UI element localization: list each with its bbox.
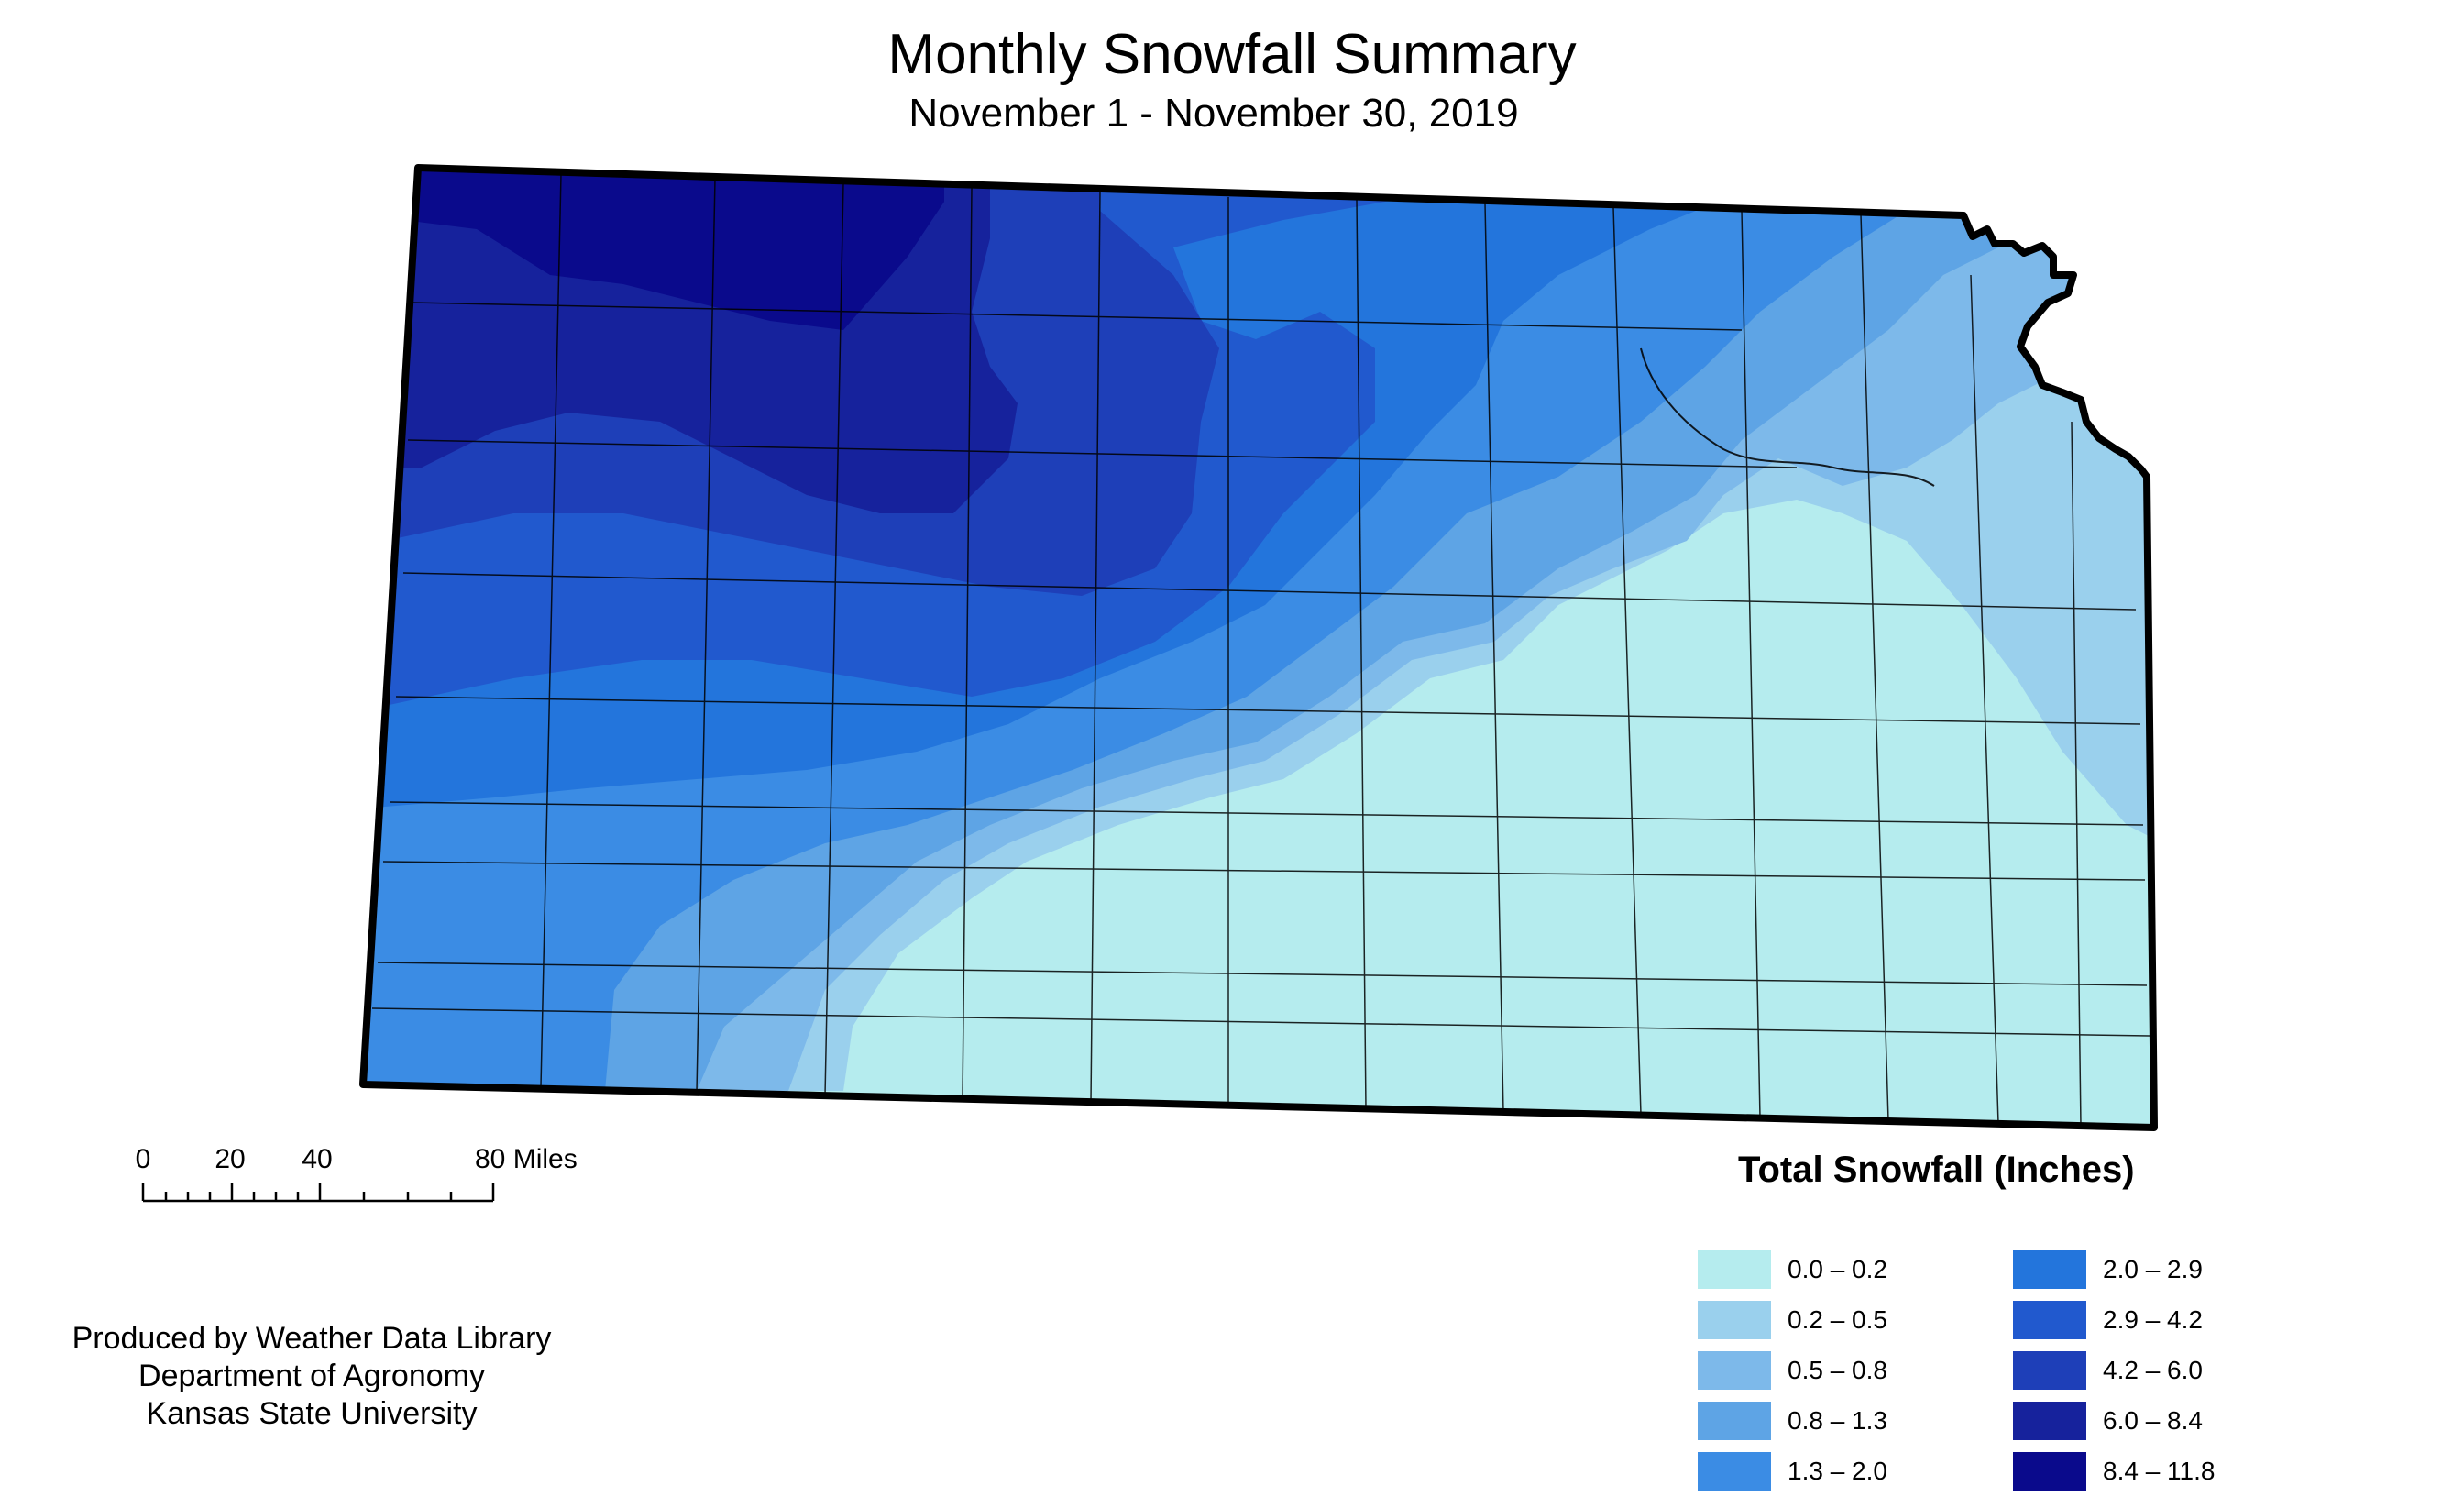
scale-label: 20 <box>214 1144 246 1174</box>
legend-swatch <box>2013 1351 2086 1390</box>
legend-swatch <box>1698 1402 1771 1440</box>
legend-swatch <box>1698 1250 1771 1289</box>
legend-label: 8.4 – 11.8 <box>2103 1457 2216 1485</box>
legend-swatch <box>1698 1351 1771 1390</box>
legend-swatch <box>2013 1452 2086 1490</box>
scale-label: 0 <box>135 1144 151 1174</box>
scale-bar <box>141 1182 495 1203</box>
map-subtitle: November 1 - November 30, 2019 <box>908 91 1519 136</box>
zone-6.0-8.4 <box>363 168 1018 513</box>
legend-label: 4.2 – 6.0 <box>2103 1356 2203 1384</box>
credit-line: Kansas State University <box>146 1396 478 1431</box>
legend-label: 0.0 – 0.2 <box>1788 1255 1887 1283</box>
credits: Produced by Weather Data Library Departm… <box>37 1320 587 1433</box>
legend-label: 0.5 – 0.8 <box>1788 1356 1887 1384</box>
county-boundaries <box>371 173 2150 1127</box>
legend-label: 6.0 – 8.4 <box>2103 1406 2203 1435</box>
legend-swatch <box>2013 1250 2086 1289</box>
scale-label: 80 Miles <box>475 1144 578 1174</box>
credit-line: Produced by Weather Data Library <box>72 1321 552 1356</box>
legend-swatch <box>2013 1402 2086 1440</box>
legend-label: 0.8 – 1.3 <box>1788 1406 1887 1435</box>
legend-label: 2.9 – 4.2 <box>2103 1305 2203 1334</box>
legend-swatch <box>1698 1452 1771 1490</box>
map-title: Monthly Snowfall Summary <box>887 23 1577 86</box>
legend-label: 0.2 – 0.5 <box>1788 1305 1887 1334</box>
legend-label: 2.0 – 2.9 <box>2103 1255 2203 1283</box>
credit-line: Department of Agronomy <box>138 1358 485 1393</box>
legend-label: 1.3 – 2.0 <box>1788 1457 1887 1485</box>
scale-label: 40 <box>302 1144 333 1174</box>
zone-8.4-11.8 <box>363 168 944 330</box>
kansas-border <box>359 164 2158 1131</box>
legend-swatch <box>2013 1301 2086 1339</box>
legend-swatch <box>1698 1301 1771 1339</box>
legend-title: Total Snowfall (Inches) <box>1738 1150 2135 1190</box>
